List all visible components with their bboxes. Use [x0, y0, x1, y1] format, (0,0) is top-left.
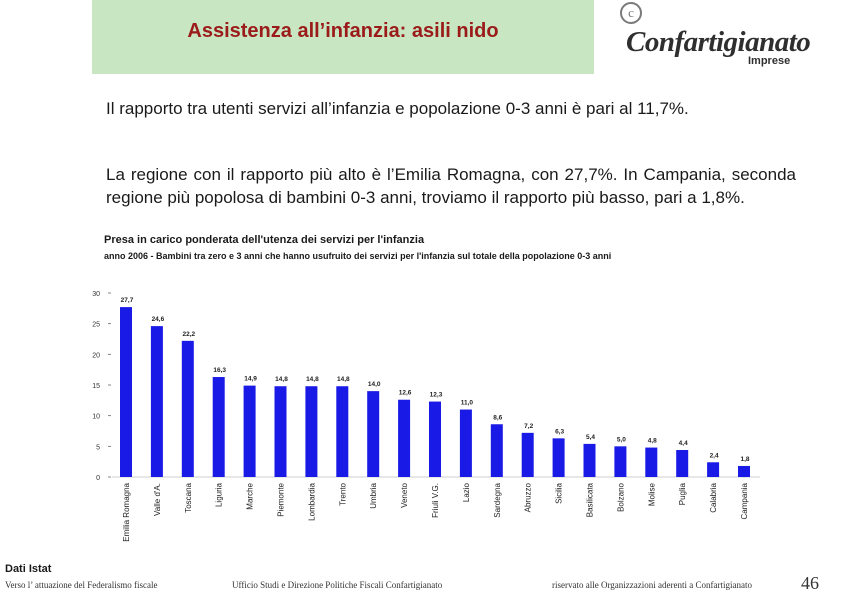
value-label: 5,0: [617, 436, 626, 443]
bar: [398, 399, 411, 477]
value-label: 1,8: [740, 456, 749, 463]
bar: [336, 386, 349, 477]
summary-paragraph-1: Il rapporto tra utenti servizi all’infan…: [106, 99, 689, 118]
bar: [212, 377, 225, 477]
logo-subtitle: Imprese: [748, 55, 791, 67]
bar: [707, 462, 720, 477]
bar: [429, 401, 441, 477]
bar: [552, 438, 565, 477]
y-tick-label: 5: [96, 444, 100, 451]
value-label: 5,4: [586, 434, 595, 441]
value-label: 7,2: [524, 423, 533, 430]
category-label: Liguria: [215, 482, 224, 507]
value-label: 6,3: [555, 428, 564, 435]
category-label: Basilicata: [586, 482, 595, 517]
summary-paragraph-2: La regione con il rapporto più alto è l’…: [106, 165, 796, 207]
bar: [367, 391, 380, 477]
category-label: Abruzzo: [524, 482, 533, 512]
value-label: 2,4: [710, 452, 719, 459]
category-label: Lombardia: [307, 482, 316, 520]
bar: [243, 385, 256, 477]
value-label: 27,7: [121, 297, 134, 304]
value-label: 14,9: [244, 376, 257, 383]
bar: [738, 465, 750, 477]
y-tick-label: 15: [92, 383, 100, 390]
footer-right: riservato alle Organizzazioni aderenti a…: [552, 580, 752, 590]
category-label: Bolzano: [616, 482, 625, 511]
category-label: Sicilia: [555, 482, 564, 503]
category-label: Toscana: [184, 482, 193, 512]
category-label: Valle d'A.: [153, 483, 162, 516]
category-label: Marche: [246, 482, 255, 509]
value-label: 14,0: [368, 381, 381, 388]
y-tick-label: 10: [92, 414, 100, 421]
bar: [490, 424, 503, 477]
bar-chart: 0 5 10 15 20 25 30 27,7 Emilia Romagna 24,6 Valle …: [92, 291, 760, 542]
value-label: 24,6: [152, 316, 165, 323]
value-label: 14,8: [306, 376, 319, 383]
value-label: 22,2: [182, 331, 195, 338]
chart-title: Presa in carico ponderata dell'utenza de…: [104, 234, 425, 246]
bar: [645, 447, 658, 477]
bar: [305, 386, 318, 477]
confartigianato-logo-icon: c: [620, 2, 642, 24]
category-label: Piemonte: [277, 482, 286, 516]
chart-subtitle: anno 2006 - Bambini tra zero e 3 anni ch…: [104, 251, 612, 261]
header-band: [92, 0, 594, 74]
category-label: Campania: [740, 482, 749, 519]
bar: [120, 307, 132, 477]
category-label: Puglia: [678, 482, 687, 505]
y-tick-label: 0: [96, 475, 100, 482]
logo-name: Confartigianato: [626, 26, 811, 58]
y-tick-label: 30: [92, 291, 100, 298]
category-label: Umbria: [369, 482, 378, 508]
data-source: Dati Istat: [5, 563, 52, 575]
value-label: 12,3: [430, 392, 443, 399]
bar: [521, 432, 534, 477]
category-label: Calabria: [709, 482, 718, 512]
bar: [676, 450, 689, 477]
category-label: Veneto: [400, 482, 409, 507]
value-label: 12,6: [399, 390, 412, 397]
category-label: Lazio: [462, 482, 471, 502]
value-label: 11,0: [461, 400, 474, 407]
bar: [583, 443, 596, 477]
y-tick-label: 25: [92, 322, 100, 329]
value-label: 16,3: [213, 367, 226, 374]
bar: [181, 340, 194, 477]
footer-left: Verso l’ attuazione del Federalismo fisc…: [5, 580, 158, 590]
bar: [274, 386, 287, 477]
bar: [614, 446, 627, 477]
category-label: Molise: [647, 482, 656, 506]
value-label: 8,6: [493, 414, 502, 421]
value-label: 14,8: [337, 376, 350, 383]
footer-center: Ufficio Studi e Direzione Politiche Fisc…: [232, 580, 443, 590]
value-label: 14,8: [275, 376, 288, 383]
page-number: 46: [801, 573, 819, 593]
category-label: Sardegna: [493, 482, 502, 517]
value-label: 4,4: [679, 440, 688, 447]
y-tick-label: 20: [92, 352, 100, 359]
category-label: Friuli V.G.: [431, 483, 440, 518]
category-label: Trento: [338, 482, 347, 505]
value-label: 4,8: [648, 438, 657, 445]
page-title: Assistenza all’infanzia: asili nido: [187, 20, 499, 42]
category-label: Emilia Romagna: [122, 482, 131, 541]
bar: [459, 409, 472, 477]
bar: [150, 326, 163, 477]
